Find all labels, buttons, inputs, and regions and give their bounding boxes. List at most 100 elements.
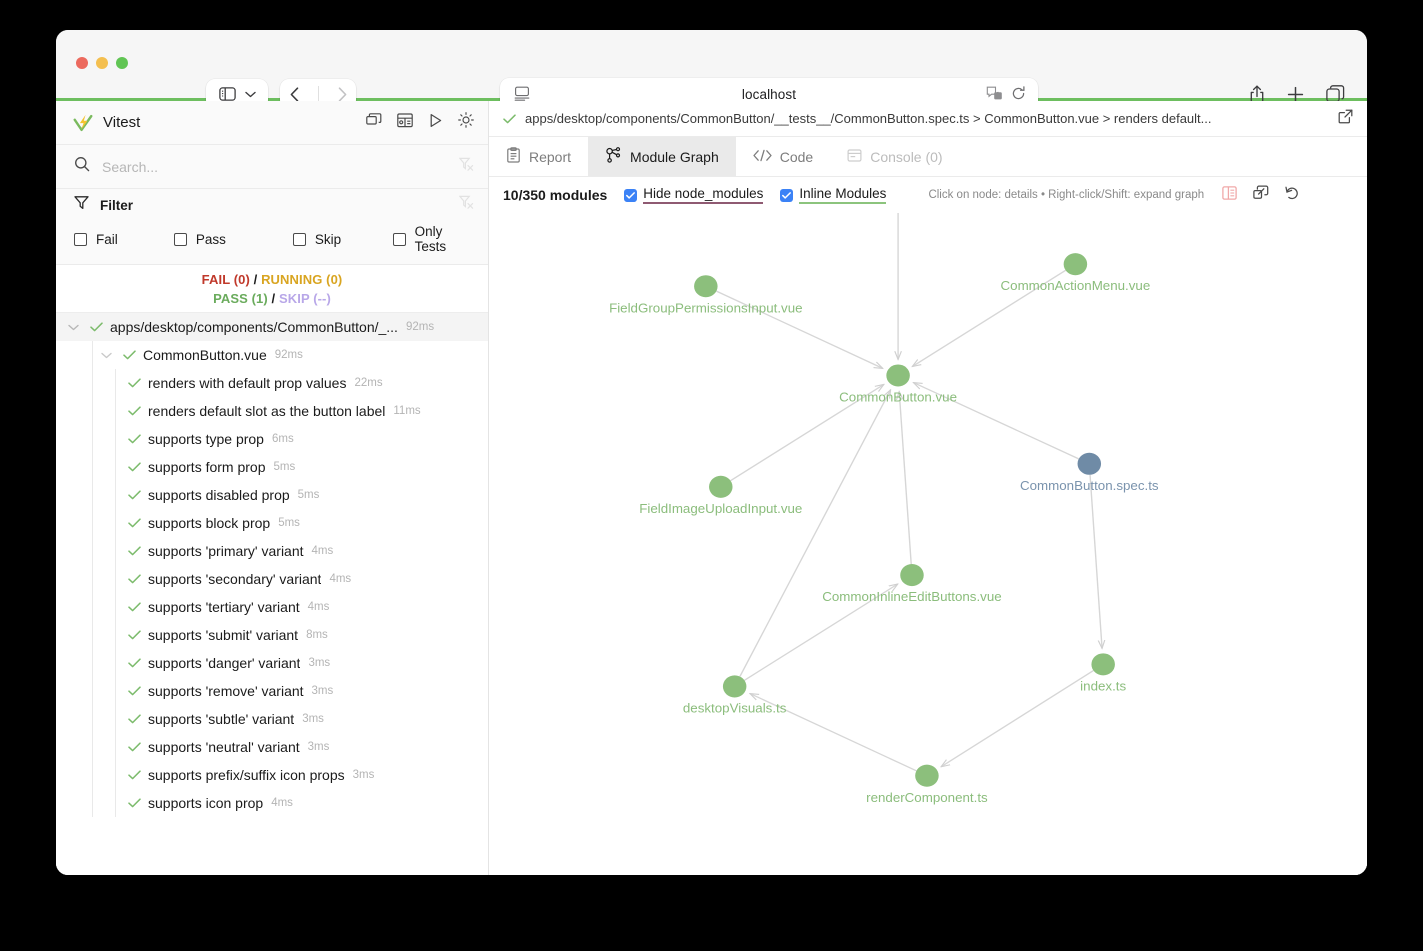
reset-graph-icon[interactable] [1285, 185, 1300, 205]
filter-checkbox-fail[interactable]: Fail [74, 232, 174, 247]
close-window-button[interactable] [76, 57, 88, 69]
checkbox-box[interactable] [392, 232, 406, 246]
test-case-row[interactable]: supports form prop 5ms [56, 453, 488, 481]
graph-node-FieldGroupPermissionsInput[interactable] [694, 275, 718, 298]
test-case-time: 3ms [311, 685, 334, 697]
graph-edge [912, 269, 1067, 366]
play-icon[interactable] [428, 113, 443, 133]
test-case-row[interactable]: supports 'tertiary' variant 4ms [56, 593, 488, 621]
test-case-list: renders with default prop values 22ms rend… [56, 369, 488, 817]
graph-node-indexTs[interactable] [1091, 653, 1115, 676]
pass-check-icon [128, 378, 141, 388]
test-case-row[interactable]: supports 'remove' variant 3ms [56, 677, 488, 705]
test-case-row[interactable]: supports 'primary' variant 4ms [56, 537, 488, 565]
test-case-row[interactable]: renders with default prop values 22ms [56, 369, 488, 397]
test-case-time: 5ms [278, 517, 300, 529]
back-arrow-icon[interactable] [290, 86, 299, 102]
sidebar-icon[interactable] [218, 87, 236, 101]
graph-edge [730, 384, 884, 482]
checkbox-box[interactable] [173, 232, 187, 246]
filter-title-row: Filter [74, 189, 474, 221]
toggle-label[interactable]: Inline Modules [799, 186, 887, 204]
graph-node-renderComponent[interactable] [915, 764, 939, 787]
translate-icon[interactable]: 文 [986, 85, 1003, 101]
pass-check-icon [128, 630, 141, 640]
tab-code[interactable]: Code [736, 137, 830, 176]
search-input[interactable] [102, 158, 459, 175]
plus-icon[interactable] [1287, 86, 1304, 103]
search-row[interactable] [56, 145, 488, 189]
test-case-time: 3ms [307, 741, 330, 753]
test-case-row[interactable]: supports 'danger' variant 3ms [56, 649, 488, 677]
filter-checkbox-only-tests[interactable]: Only Tests [392, 224, 474, 254]
theme-sun-icon[interactable] [458, 112, 474, 133]
graph-edge [739, 390, 891, 677]
chevron-down-icon[interactable] [68, 324, 79, 331]
checkbox-box[interactable] [292, 232, 306, 246]
graph-edge [941, 669, 1094, 767]
toggle-inline-modules[interactable]: Inline Modules [780, 186, 887, 204]
test-file-row[interactable]: apps/desktop/components/CommonButton/_..… [56, 313, 488, 341]
toggle-hide-node-modules[interactable]: Hide node_modules [624, 186, 764, 204]
graph-node-CommonActionMenu[interactable] [1063, 253, 1088, 276]
test-case-row[interactable]: supports prefix/suffix icon props 3ms [56, 761, 488, 789]
test-case-row[interactable]: supports 'neutral' variant 3ms [56, 733, 488, 761]
filter-checkbox-skip[interactable]: Skip [292, 231, 393, 247]
test-case-row[interactable]: supports block prop 5ms [56, 509, 488, 537]
sidebar-header: Vitest [56, 101, 488, 145]
clear-filter-icon[interactable] [458, 195, 474, 215]
checkbox-label: Skip [314, 231, 342, 247]
tab-report[interactable]: Report [489, 137, 588, 176]
chevron-down-icon[interactable] [101, 352, 112, 359]
graph-node-FieldImageUploadInput[interactable] [709, 475, 733, 498]
test-case-row[interactable]: supports icon prop 4ms [56, 789, 488, 817]
minimize-window-button[interactable] [96, 57, 108, 69]
test-case-row[interactable]: renders default slot as the button label… [56, 397, 488, 425]
checkbox-checked-icon[interactable] [624, 188, 638, 202]
graph-node-CommonButtonSpec[interactable] [1077, 452, 1102, 475]
graph-node-desktopVisuals[interactable] [722, 675, 747, 698]
test-case-time: 11ms [393, 405, 421, 417]
module-graph-canvas[interactable]: FieldGroupPermissionsInput.vue CommonActi… [489, 213, 1367, 875]
graph-node-label: FieldImageUploadInput.vue [639, 501, 802, 516]
filter-icon [74, 195, 89, 215]
filter-checkbox-pass[interactable]: Pass [173, 231, 293, 247]
open-external-icon[interactable] [1338, 109, 1353, 129]
link-nodes-icon[interactable] [1253, 185, 1269, 205]
test-case-time: 8ms [306, 629, 328, 641]
toggle-label[interactable]: Hide node_modules [643, 186, 764, 204]
modules-count: 10/350 modules [503, 187, 608, 203]
checkbox-box[interactable] [74, 232, 87, 246]
test-case-row[interactable]: supports 'secondary' variant 4ms [56, 565, 488, 593]
graph-node-CommonButton[interactable] [886, 364, 910, 387]
reload-icon[interactable] [1011, 85, 1026, 101]
url-text[interactable]: localhost [741, 86, 797, 102]
copy-icon[interactable] [366, 112, 382, 133]
maximize-window-button[interactable] [116, 57, 128, 69]
reader-view-icon[interactable] [514, 86, 530, 101]
panel-layout-icon[interactable] [1222, 185, 1237, 205]
forward-arrow-icon [338, 86, 347, 102]
tab-module-graph[interactable]: Module Graph [588, 137, 736, 176]
summary-fail: FAIL (0) [201, 271, 250, 287]
test-suite-row[interactable]: CommonButton.vue 92ms [56, 341, 488, 369]
dashboard-icon[interactable] [397, 112, 413, 133]
pass-check-icon [128, 490, 141, 500]
clear-search-icon[interactable] [458, 157, 474, 177]
graph-node-CommonInlineEditButtons[interactable] [900, 564, 924, 587]
test-case-row[interactable]: supports 'submit' variant 8ms [56, 621, 488, 649]
graph-nodes[interactable]: FieldGroupPermissionsInput.vue CommonActi… [609, 253, 1159, 805]
test-case-label: supports 'primary' variant [148, 543, 304, 559]
summary-running: RUNNING (0) [261, 271, 343, 287]
test-case-row[interactable]: supports disabled prop 5ms [56, 481, 488, 509]
test-case-row[interactable]: supports type prop 6ms [56, 425, 488, 453]
checkbox-label: Pass [195, 231, 226, 247]
graph-edge [750, 694, 917, 772]
test-case-time: 4ms [271, 797, 293, 809]
checkbox-checked-icon[interactable] [780, 188, 794, 202]
module-graph-svg[interactable]: FieldGroupPermissionsInput.vue CommonActi… [489, 213, 1367, 875]
test-case-row[interactable]: supports 'subtle' variant 3ms [56, 705, 488, 733]
main-tabs: Report Module Graph [489, 137, 1367, 177]
chevron-down-icon[interactable] [244, 91, 256, 98]
tab-label: Console (0) [870, 148, 943, 165]
